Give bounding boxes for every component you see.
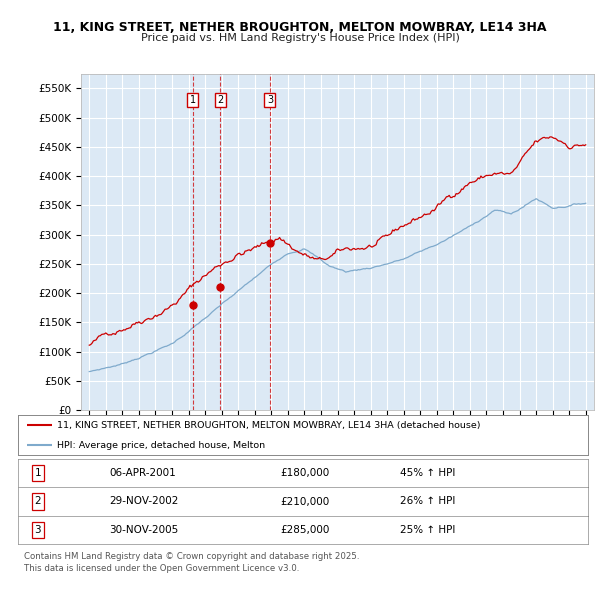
Text: 30-NOV-2005: 30-NOV-2005 <box>109 525 178 535</box>
Text: 11, KING STREET, NETHER BROUGHTON, MELTON MOWBRAY, LE14 3HA: 11, KING STREET, NETHER BROUGHTON, MELTO… <box>53 21 547 34</box>
Text: £285,000: £285,000 <box>280 525 329 535</box>
Text: 2: 2 <box>217 95 223 105</box>
Text: £180,000: £180,000 <box>280 468 329 478</box>
Text: 2: 2 <box>35 497 41 506</box>
Text: 1: 1 <box>35 468 41 478</box>
Text: 11, KING STREET, NETHER BROUGHTON, MELTON MOWBRAY, LE14 3HA (detached house): 11, KING STREET, NETHER BROUGHTON, MELTO… <box>57 421 480 430</box>
Text: 1: 1 <box>190 95 196 105</box>
Text: 26% ↑ HPI: 26% ↑ HPI <box>400 497 455 506</box>
Text: 29-NOV-2002: 29-NOV-2002 <box>109 497 179 506</box>
Text: 45% ↑ HPI: 45% ↑ HPI <box>400 468 455 478</box>
Text: 3: 3 <box>267 95 273 105</box>
Text: £210,000: £210,000 <box>280 497 329 506</box>
Text: 06-APR-2001: 06-APR-2001 <box>109 468 176 478</box>
Text: Contains HM Land Registry data © Crown copyright and database right 2025.
This d: Contains HM Land Registry data © Crown c… <box>24 552 359 573</box>
Text: 25% ↑ HPI: 25% ↑ HPI <box>400 525 455 535</box>
Text: 3: 3 <box>35 525 41 535</box>
Text: Price paid vs. HM Land Registry's House Price Index (HPI): Price paid vs. HM Land Registry's House … <box>140 33 460 43</box>
Text: HPI: Average price, detached house, Melton: HPI: Average price, detached house, Melt… <box>57 441 265 450</box>
